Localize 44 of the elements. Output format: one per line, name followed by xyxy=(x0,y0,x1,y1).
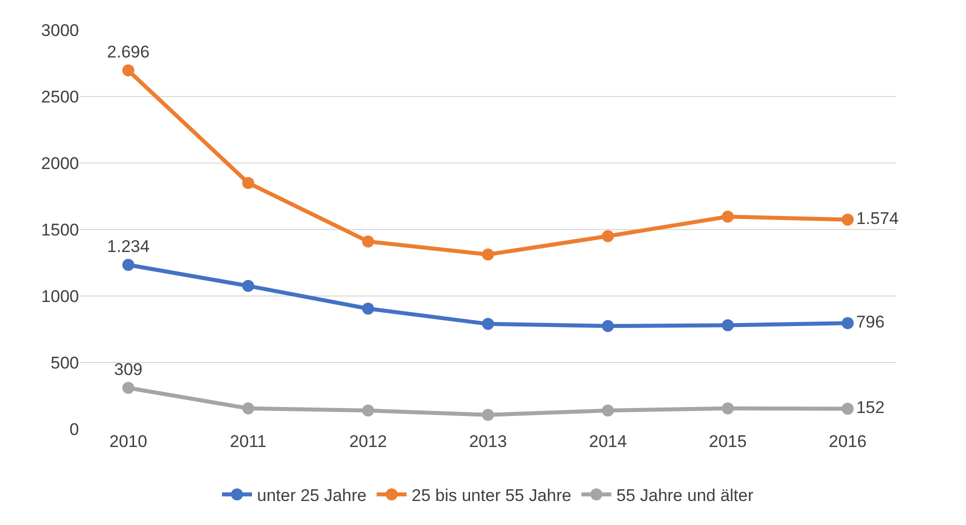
point xyxy=(842,402,854,415)
x-tick-label: 2011 xyxy=(230,432,266,451)
point xyxy=(482,408,494,421)
data-label: 2.696 xyxy=(107,42,150,62)
point xyxy=(362,404,374,417)
y-tick-label: 0 xyxy=(70,420,79,439)
point xyxy=(362,302,374,315)
data-label: 309 xyxy=(114,360,142,380)
legend-label: unter 25 Jahre xyxy=(257,486,367,506)
point xyxy=(722,402,734,414)
y-tick-label: 500 xyxy=(50,353,79,372)
point xyxy=(722,210,734,223)
x-tick-label: 2013 xyxy=(469,432,507,451)
point xyxy=(842,317,854,330)
legend-label: 25 bis unter 55 Jahre xyxy=(412,486,572,506)
x-tick-label: 2016 xyxy=(828,432,867,451)
y-tick-label: 2500 xyxy=(41,87,79,106)
point xyxy=(122,382,134,394)
data-label: 796 xyxy=(856,312,885,332)
data-label: 1.574 xyxy=(856,208,899,228)
point xyxy=(602,320,614,332)
point xyxy=(482,248,494,260)
point xyxy=(842,214,854,226)
point xyxy=(242,280,254,292)
legend-label: 55 Jahre und älter xyxy=(616,486,754,506)
point xyxy=(122,64,134,76)
point xyxy=(242,402,254,414)
point xyxy=(362,235,374,248)
point xyxy=(482,318,494,330)
y-tick-label: 1500 xyxy=(41,220,79,240)
point xyxy=(602,230,614,242)
x-tick-label: 2012 xyxy=(349,432,388,451)
data-label: 152 xyxy=(856,398,885,418)
x-tick-label: 2010 xyxy=(109,432,148,451)
y-tick-label: 3000 xyxy=(41,20,79,40)
point xyxy=(722,319,734,332)
x-tick-label: 2014 xyxy=(588,432,627,451)
point xyxy=(122,258,134,271)
y-tick-label: 1000 xyxy=(41,286,79,306)
x-tick-label: 2015 xyxy=(708,432,747,451)
y-tick-label: 2000 xyxy=(41,154,79,173)
data-label: 1.234 xyxy=(107,237,150,256)
point xyxy=(602,404,614,417)
point xyxy=(242,176,254,189)
